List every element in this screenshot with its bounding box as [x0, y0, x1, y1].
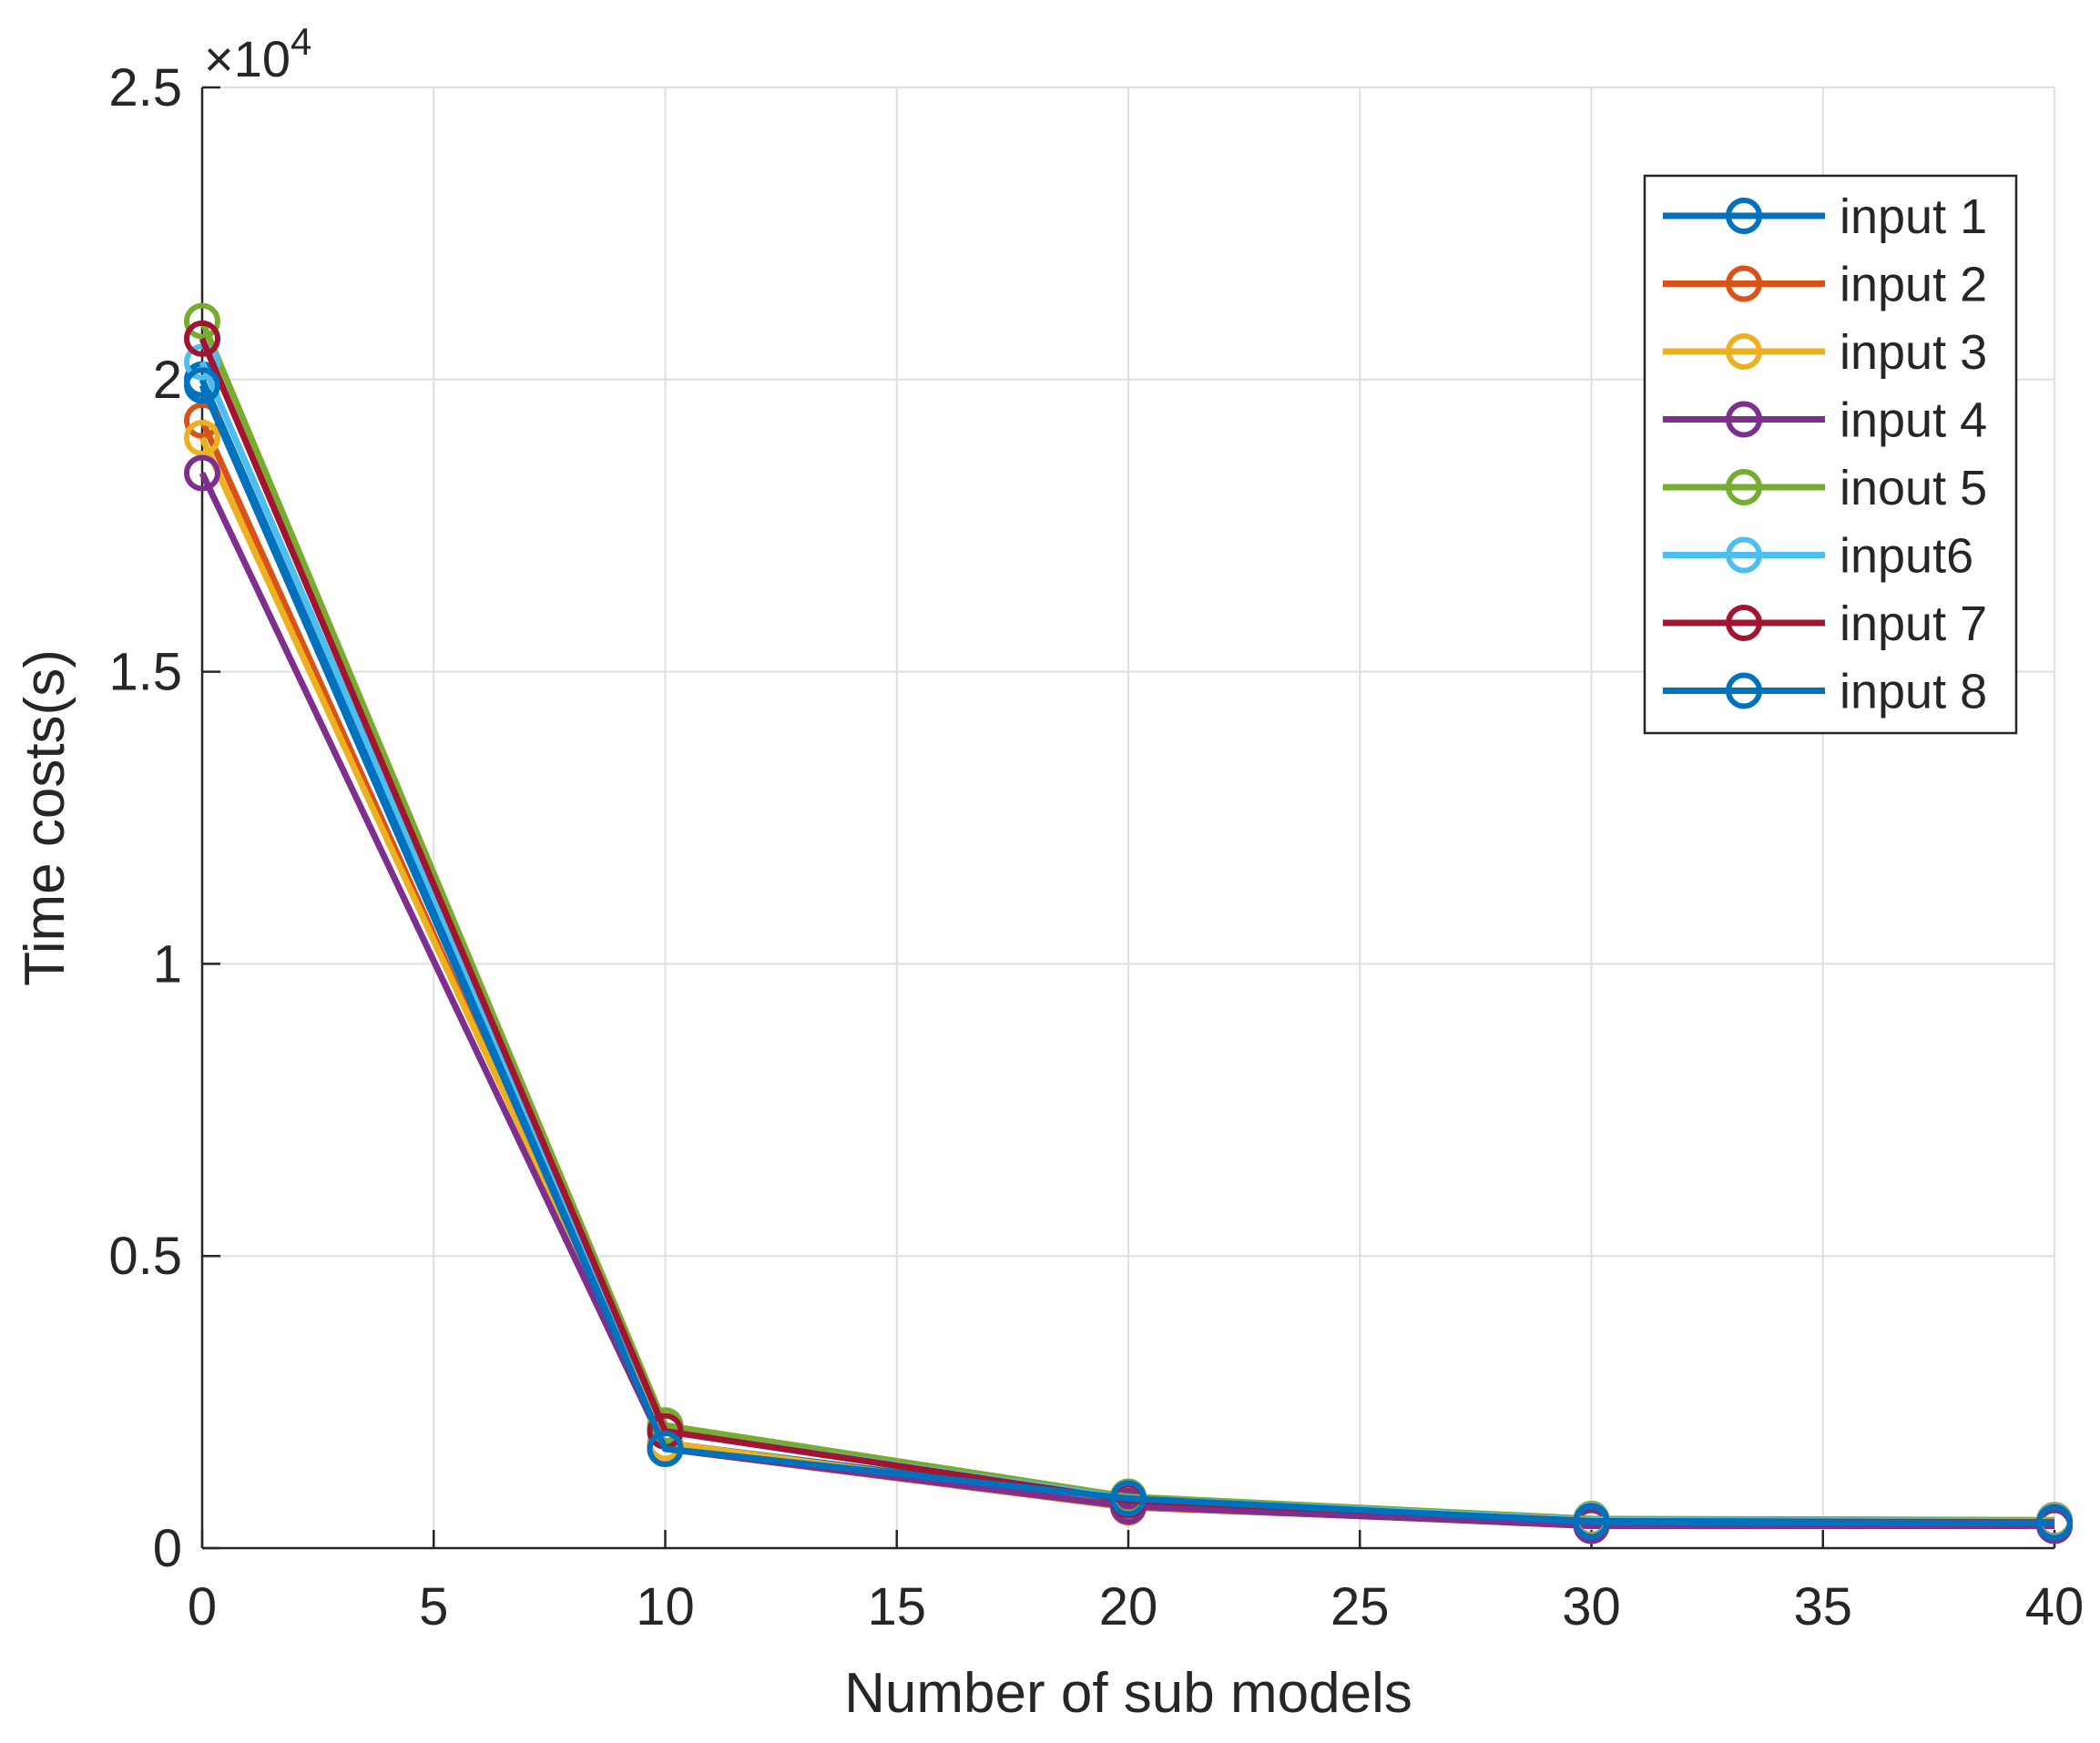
data-point-marker — [1573, 1503, 1610, 1541]
x-tick-label: 5 — [419, 1577, 448, 1636]
data-point-marker — [1110, 1480, 1147, 1517]
x-tick-label: 40 — [2025, 1577, 2085, 1636]
y-tick-label: 2 — [153, 351, 182, 410]
y-tick-label: 1 — [153, 934, 182, 994]
legend-item: input 3 — [1663, 325, 1987, 380]
legend-marker-swatch — [1726, 672, 1762, 709]
legend-label: input 7 — [1840, 596, 1987, 651]
y-tick-label: 0 — [153, 1519, 182, 1578]
x-tick-label: 10 — [636, 1577, 695, 1636]
legend-item: input 2 — [1663, 258, 1987, 312]
y-exponent-label: ×104 — [204, 20, 311, 87]
legend-label: input 2 — [1840, 258, 1987, 312]
x-tick-label: 15 — [867, 1577, 926, 1636]
legend-marker-swatch — [1726, 198, 1762, 234]
y-tick-label: 2.5 — [108, 58, 182, 117]
legend-label: input 4 — [1840, 393, 1987, 448]
data-point-marker — [184, 454, 220, 492]
data-point-marker — [2036, 1504, 2073, 1542]
y-tick-label: 0.5 — [108, 1227, 182, 1286]
data-point-marker — [184, 367, 220, 404]
y-axis-label: Time costs(s) — [14, 649, 76, 986]
series-line — [199, 471, 2054, 1530]
legend-box — [1643, 174, 2018, 735]
x-tick-label: 25 — [1330, 1577, 1390, 1636]
grid — [201, 87, 2055, 1549]
legend-label: input 8 — [1840, 665, 1987, 719]
legend-label: input 1 — [1840, 189, 1987, 244]
series-layer — [184, 302, 2073, 1544]
axes: 0 5 10 15 20 25 30 35 40 0 0.5 1 1.5 2 2.5 — [108, 58, 2084, 1636]
data-point-marker — [184, 320, 220, 357]
x-axis-label: Number of sub models — [844, 1662, 1412, 1725]
series-8 — [184, 367, 2073, 1542]
legend-marker-swatch — [1726, 401, 1762, 438]
data-point-marker — [184, 419, 220, 456]
data-point-marker — [184, 302, 220, 340]
y-exponent-power: 4 — [291, 20, 311, 63]
series-line — [199, 383, 2055, 1526]
legend-label: input6 — [1840, 529, 1973, 584]
x-tick-label: 20 — [1099, 1577, 1158, 1636]
y-tick-label: 1.5 — [108, 643, 182, 702]
legend-item: input 4 — [1663, 393, 1987, 448]
legend-marker-swatch — [1726, 536, 1762, 574]
legend-item: input 7 — [1663, 596, 1987, 651]
data-point-marker — [647, 1430, 684, 1467]
legend-item: input6 — [1663, 529, 1973, 584]
y-exponent-base: ×10 — [204, 30, 291, 87]
x-tick-label: 0 — [188, 1577, 217, 1636]
x-tick-label: 35 — [1793, 1577, 1852, 1636]
legend-marker-swatch — [1726, 333, 1762, 370]
legend-item: input 8 — [1663, 665, 1987, 719]
legend: input 1 input 2 input 3 input 4 inout 5 input… — [1643, 174, 2018, 735]
legend-marker-swatch — [1726, 605, 1762, 641]
legend-label: input 3 — [1840, 325, 1987, 380]
legend-item: input 1 — [1663, 189, 1987, 244]
legend-marker-swatch — [1726, 469, 1762, 505]
x-tick-label: 30 — [1562, 1577, 1621, 1636]
legend-label: inout 5 — [1840, 461, 1987, 515]
legend-item: inout 5 — [1663, 461, 1987, 515]
legend-marker-swatch — [1726, 265, 1762, 302]
